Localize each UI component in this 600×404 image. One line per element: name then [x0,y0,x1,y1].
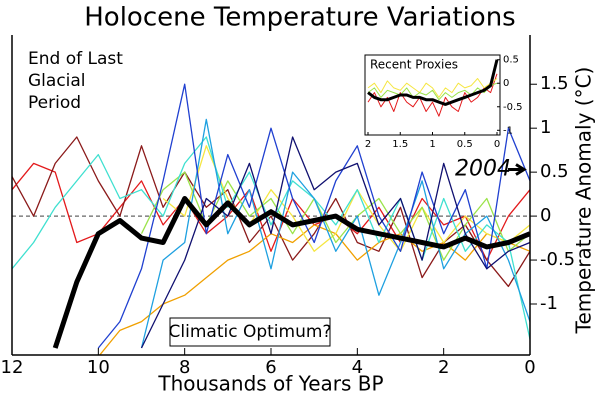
y-tick-label: -1 [540,293,558,314]
x-tick-label: 0 [524,357,535,378]
series-line [162,145,530,252]
y-tick-label: 0 [540,205,551,226]
inset-plot-area [367,59,499,117]
series-line [52,196,530,349]
x-tick-label: 1.5 [392,139,408,150]
x-tick-label: 8 [179,357,190,378]
y-tick-label: 1 [540,117,551,138]
series-line [367,59,499,106]
x-tick-label: 4 [352,357,363,378]
y-tick-label: -0.5 [540,249,575,270]
y-tick-label: 0.5 [540,161,569,182]
series-line [97,83,530,349]
y-axis-label: Temperature Anomaly (°C) [572,67,596,335]
x-tick-label: 6 [265,357,276,378]
series-line [367,73,498,117]
x-tick-label: 1 [429,139,435,150]
inset-title: Recent Proxies [370,58,458,72]
marker-label: 2004 [455,157,511,182]
series-line [140,136,530,349]
inset-frame [364,54,501,136]
series-line [367,82,498,101]
marker-arrow [508,163,527,176]
x-tick-label: 0.5 [457,139,473,150]
annotation: End of Last [28,49,123,69]
note-box [169,317,331,347]
annotation: Period [28,93,81,113]
x-tick-label: 2 [365,139,371,150]
x-tick-label: 2 [438,357,449,378]
series-line [12,136,530,340]
y-tick-label: 0 [503,78,509,89]
annotation: Glacial [28,71,86,91]
chart-title: Holocene Temperature Variations [84,3,515,33]
y-tick-label: -1 [503,125,513,136]
series-line [367,78,498,98]
x-tick-label: 12 [1,357,24,378]
x-tick-label: 10 [87,357,110,378]
x-axis-label: Thousands of Years BP [157,372,383,396]
y-tick-label: -0.5 [503,102,523,113]
series-line [98,224,530,355]
y-tick-label: 0.5 [503,55,519,66]
x-tick-label: 0 [494,139,500,150]
boxed-note: Climatic Optimum? [169,322,332,342]
y-tick-label: 1.5 [540,73,569,94]
plot-area [12,83,530,355]
